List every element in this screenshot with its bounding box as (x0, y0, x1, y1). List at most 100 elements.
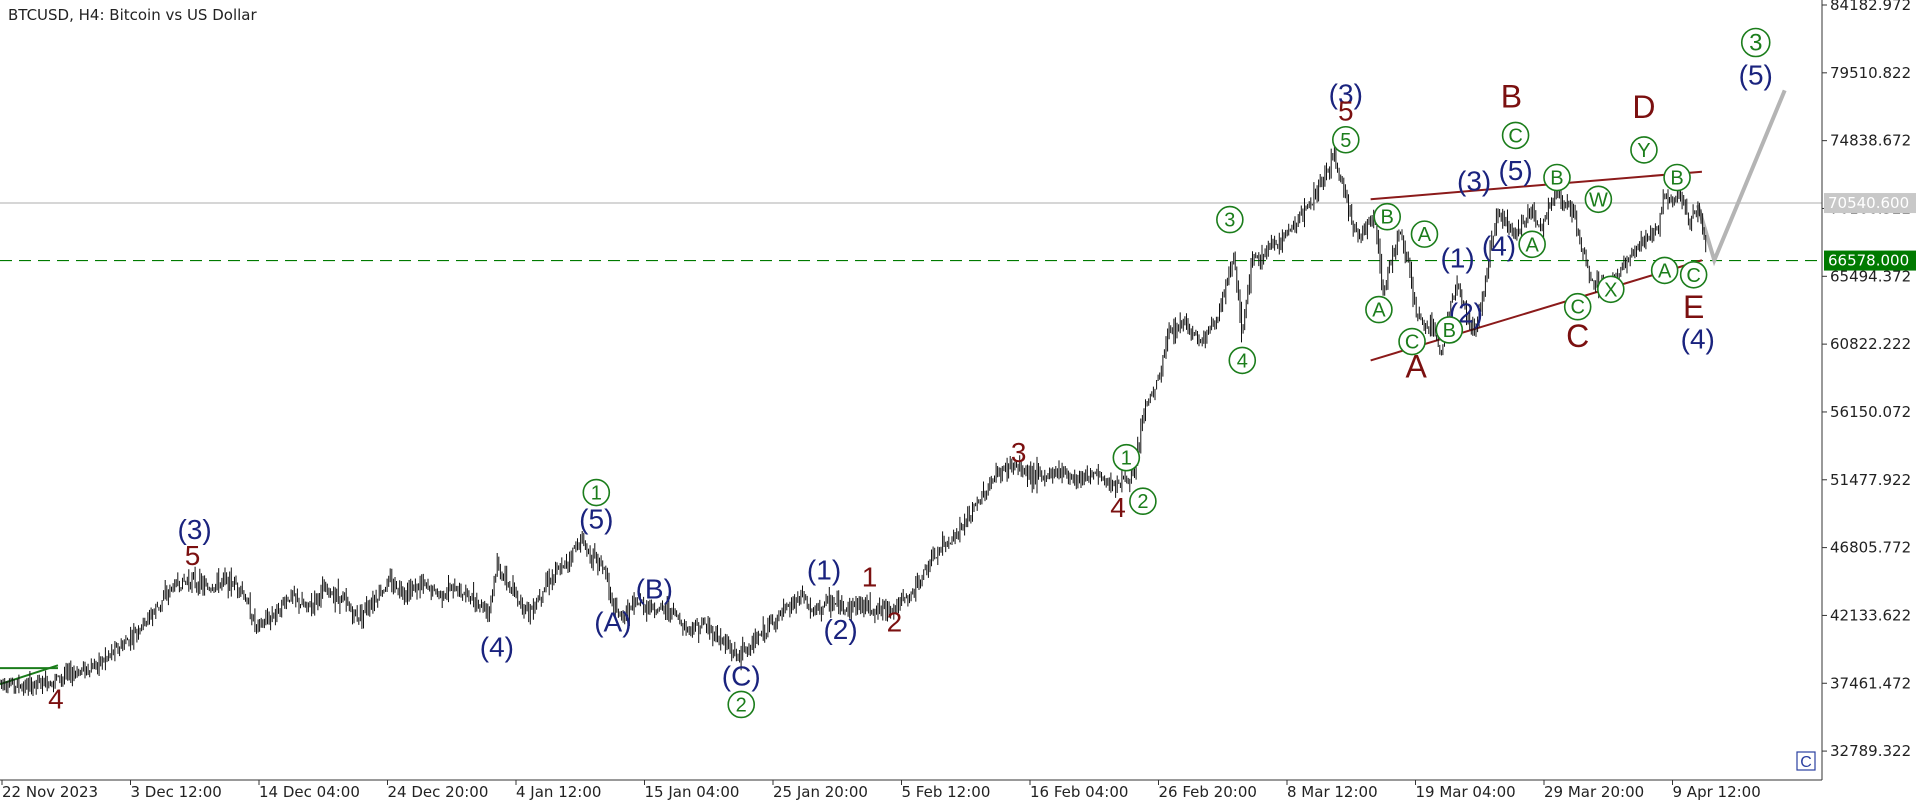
wave-label-circle (1597, 275, 1625, 304)
level-price-tag (1824, 250, 1916, 271)
wave-label-circle (1216, 205, 1244, 234)
time-tick-label: 26 Feb 20:00 (1159, 783, 1257, 800)
wave-label-circle (1112, 443, 1141, 472)
price-tick-label: 32789.322 (1830, 742, 1911, 760)
wave-label: W (1589, 189, 1608, 211)
wave-label-circle (1129, 487, 1157, 516)
wave-label: 1 (591, 483, 602, 505)
wave-label-circle (1630, 136, 1658, 164)
wave-label: (5) (579, 504, 613, 535)
wave-label: (2) (823, 614, 857, 645)
wave-label: A (1372, 300, 1386, 322)
wave-label: 2 (736, 694, 747, 716)
wave-label: 2 (1137, 491, 1148, 513)
wave-label: 3 (1224, 210, 1235, 232)
time-tick-label: 22 Nov 2023 (2, 783, 98, 800)
wave-label: (3) (1329, 78, 1363, 109)
wave-label: C (1405, 332, 1419, 354)
wave-label-circle (1331, 125, 1360, 154)
wave-label: B (1443, 320, 1456, 342)
wave-label: E (1683, 289, 1704, 325)
current-price-tag (1824, 193, 1916, 214)
time-tick-label: 14 Dec 04:00 (259, 783, 360, 800)
corner-marker-label: C (1800, 754, 1812, 771)
time-tick-label: 15 Jan 04:00 (645, 783, 740, 800)
wave-label: C (1566, 318, 1589, 354)
wave-label: (C) (722, 660, 761, 691)
wave-label: A (1525, 234, 1539, 256)
wave-label: (1) (1440, 242, 1474, 273)
price-tick-label: 56150.072 (1830, 403, 1911, 421)
wave-label: C (1508, 125, 1522, 147)
wave-label: 1 (1121, 448, 1132, 470)
wave-label-circle (727, 690, 756, 719)
wave-label: 4 (48, 684, 64, 715)
time-tick-label: 3 Dec 12:00 (131, 783, 222, 800)
wave-label: (3) (178, 514, 212, 545)
wave-label: (4) (1681, 324, 1715, 355)
wave-label: 4 (1237, 350, 1248, 372)
wave-label: 1 (862, 562, 878, 593)
price-tick-label: 60822.222 (1830, 335, 1911, 353)
wave-label: A (1658, 260, 1672, 282)
wave-label: (4) (480, 631, 514, 662)
time-tick-label: 16 Feb 04:00 (1030, 783, 1128, 800)
wave-label-circle (1398, 327, 1426, 356)
time-tick-label: 29 Mar 20:00 (1544, 783, 1644, 800)
wave-label: 5 (1340, 130, 1351, 152)
wave-label-circle (1650, 256, 1679, 285)
wave-label: (5) (1498, 155, 1532, 186)
wave-label: Y (1637, 140, 1650, 162)
time-tick-label: 5 Feb 12:00 (902, 783, 991, 800)
wave-label: B (1550, 168, 1563, 190)
chart-title: BTCUSD, H4: Bitcoin vs US Dollar (8, 6, 257, 24)
wave-label-circle (1563, 292, 1592, 321)
wave-label-circle (1501, 121, 1530, 150)
wave-label-circle (1228, 346, 1257, 375)
price-tick-label: 65494.372 (1830, 267, 1911, 285)
price-tick-label: 84182.972 (1830, 0, 1911, 14)
price-tick-label: 79510.822 (1830, 64, 1911, 82)
wave-label-circle (1365, 295, 1393, 324)
wave-label: B (1381, 207, 1394, 229)
time-tick-label: 24 Dec 20:00 (388, 783, 489, 800)
wave-label: 2 (887, 607, 903, 638)
wave-label: (3) (1457, 165, 1491, 196)
wave-label-circle (1584, 185, 1613, 214)
wave-label-circle (1373, 202, 1402, 231)
price-tick-label: 74838.672 (1830, 132, 1911, 150)
wave-label: 5 (185, 540, 201, 571)
wave-label: 3 (1749, 29, 1762, 56)
price-tick-label: 46805.772 (1830, 539, 1911, 557)
wave-label: B (1670, 168, 1683, 190)
trendline (1370, 170, 1702, 201)
wave-label: X (1604, 279, 1617, 301)
wave-label: B (1501, 79, 1522, 115)
level-price-label: 66578.000 (1828, 252, 1909, 270)
wave-label: C (1686, 265, 1700, 287)
wave-label: 5 (1338, 96, 1354, 127)
price-tick-label: 37461.472 (1830, 674, 1911, 692)
wave-label-circle (1543, 163, 1571, 192)
wave-label-circle (1679, 260, 1708, 289)
wave-label: 3 (1011, 437, 1027, 468)
trendline (1370, 259, 1703, 362)
current-price-label: 70540.600 (1828, 194, 1909, 212)
time-tick-label: 9 Apr 12:00 (1673, 783, 1761, 800)
wave-label: (B) (636, 573, 673, 604)
time-tick-label: 25 Jan 20:00 (773, 783, 868, 800)
wave-label-circle (1663, 163, 1691, 192)
wave-label: A (1406, 349, 1428, 385)
wave-label: (4) (1482, 231, 1516, 262)
wave-label-circle (582, 478, 611, 507)
wave-label-circle (1410, 220, 1439, 248)
wave-label: C (1570, 297, 1584, 319)
wave-label-circle (1518, 230, 1546, 259)
wave-label: 4 (1110, 492, 1126, 523)
time-tick-label: 4 Jan 12:00 (516, 783, 601, 800)
price-tick-label: 42133.622 (1830, 606, 1911, 624)
price-tick-label: 51477.922 (1830, 471, 1911, 489)
